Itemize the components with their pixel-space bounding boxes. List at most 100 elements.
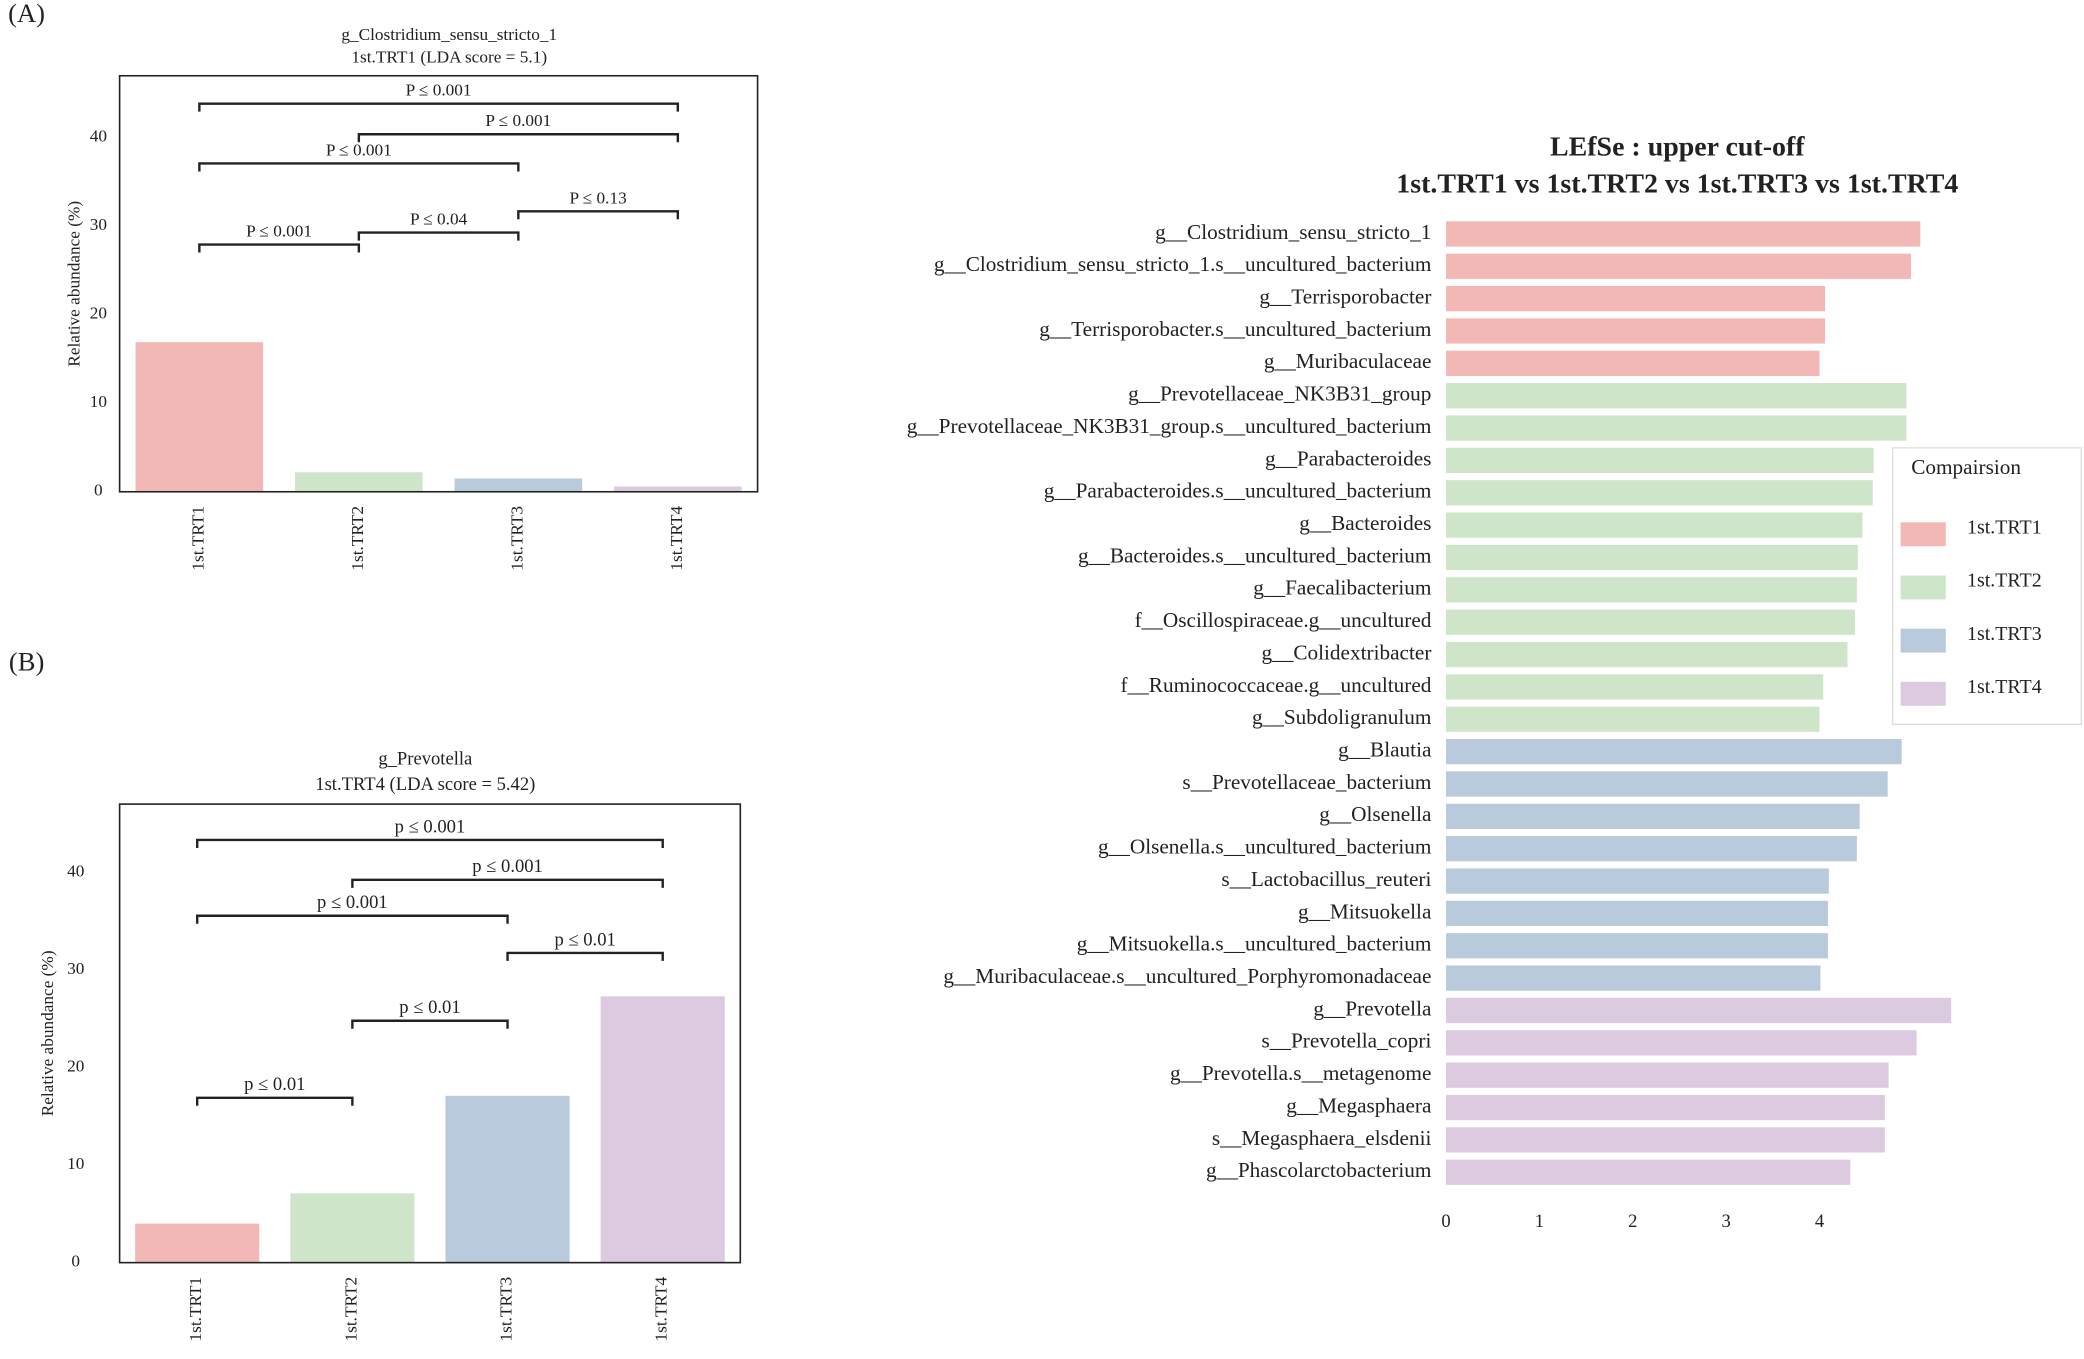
bar: [1446, 771, 1888, 797]
bar: [1446, 415, 1907, 441]
y-tick-label: g__Prevotella: [1313, 996, 1432, 1020]
bar: [1446, 253, 1912, 279]
bar: [1446, 318, 1826, 344]
significance-label: P ≤ 0.001: [246, 222, 312, 241]
bar: [1446, 447, 1874, 474]
significance-bracket: [196, 1096, 354, 1106]
y-tick-label: g__Clostridium_sensu_stricto_1: [1155, 220, 1431, 244]
bar: [1446, 609, 1855, 635]
bar: [1446, 803, 1860, 829]
significance-bracket: [198, 162, 520, 172]
bar: [1446, 350, 1820, 376]
bar: [1446, 1127, 1885, 1153]
bar: [1446, 577, 1857, 603]
significance-label: p ≤ 0.01: [554, 929, 615, 950]
legend-label: 1st.TRT4: [1967, 676, 2042, 698]
chart-subtitle: 1st.TRT4 (LDA score = 5.42): [315, 774, 535, 795]
y-tick-label: g__Prevotellaceae_NK3B31_group: [1128, 382, 1431, 406]
bar: [1446, 1094, 1885, 1121]
x-tick-label: 1st.TRT1: [188, 506, 207, 571]
legend-swatch: [1900, 575, 1946, 600]
significance-bracket: [506, 951, 664, 961]
bar: [454, 478, 583, 492]
significance-label: P ≤ 0.001: [326, 140, 392, 159]
significance-bracket: [196, 838, 664, 848]
y-tick-label: g__Mitsuokella: [1298, 899, 1432, 923]
significance-bracket: [351, 1019, 509, 1029]
significance-label: p ≤ 0.01: [244, 1074, 305, 1095]
bar: [1446, 1062, 1889, 1088]
plot-frame: [118, 803, 742, 1264]
chart-title: g_Clostridium_sensu_stricto_1: [341, 25, 557, 44]
y-tick-label: g__Parabacteroides.s__uncultured_bacteri…: [1044, 479, 1432, 503]
y-tick-label: g__Terrisporobacter: [1259, 285, 1431, 309]
y-tick-label: s__Prevotellaceae_bacterium: [1182, 770, 1431, 794]
y-tick-label: g__Colidextribacter: [1261, 640, 1431, 664]
bar: [135, 1223, 260, 1263]
y-tick-label: f__Ruminococcaceae.g__uncultured: [1120, 673, 1431, 697]
significance-bracket: [357, 231, 520, 241]
significance-bracket: [196, 914, 509, 924]
bar: [1446, 1159, 1851, 1185]
y-tick-label: 30: [90, 215, 107, 234]
x-tick-label: 1st.TRT1: [186, 1277, 205, 1342]
y-tick-label: g__Faecalibacterium: [1253, 576, 1432, 600]
bar: [1446, 544, 1858, 571]
y-tick-label: s__Lactobacillus_reuteri: [1221, 867, 1431, 891]
bar: [1446, 1030, 1917, 1056]
significance-label: P ≤ 0.001: [485, 111, 551, 130]
y-tick-label: g__Prevotellaceae_NK3B31_group.s__uncult…: [907, 414, 1432, 438]
y-tick-label: s__Prevotella_copri: [1261, 1029, 1431, 1053]
y-tick-label: 0: [94, 481, 103, 500]
significance-label: P ≤ 0.001: [406, 81, 472, 100]
significance-label: P ≤ 0.13: [569, 188, 626, 207]
significance-label: p ≤ 0.001: [395, 816, 466, 837]
y-tick-label: g__Olsenella.s__uncultured_bacterium: [1098, 835, 1432, 859]
legend-swatch: [1900, 628, 1946, 653]
y-tick-label: f__Oscillospiraceae.g__uncultured: [1135, 608, 1432, 632]
y-tick-label: g__Muribaculaceae.s__uncultured_Porphyro…: [943, 964, 1431, 988]
x-tick-label: 0: [1441, 1211, 1450, 1232]
significance-bracket: [198, 102, 680, 112]
significance-bracket: [351, 878, 664, 888]
y-tick-label: g__Terrisporobacter.s__uncultured_bacter…: [1039, 317, 1432, 341]
bar: [1446, 900, 1828, 927]
y-tick-label: g__Megasphaera: [1286, 1093, 1432, 1117]
bar: [295, 472, 423, 492]
x-tick-label: 1st.TRT2: [341, 1277, 360, 1342]
bar: [1446, 674, 1824, 700]
bar: [445, 1095, 570, 1263]
y-tick-label: g__Prevotella.s__metagenome: [1170, 1061, 1431, 1085]
y-tick-label: g__Olsenella: [1319, 802, 1432, 826]
x-tick-label: 3: [1721, 1211, 1730, 1232]
significance-label: p ≤ 0.001: [317, 892, 388, 913]
legend-title: Compairsion: [1911, 455, 2021, 479]
significance-label: P ≤ 0.04: [410, 210, 468, 229]
bar: [1446, 512, 1863, 538]
bar: [1446, 286, 1826, 312]
bar: [1446, 383, 1907, 409]
x-tick-label: 2: [1628, 1211, 1637, 1232]
significance-bracket: [357, 133, 680, 143]
y-tick-label: g__Bacteroides: [1299, 511, 1431, 535]
y-tick-label: 0: [71, 1252, 80, 1271]
x-tick-label: 1st.TRT2: [348, 506, 367, 571]
bar: [1446, 738, 1902, 765]
x-tick-label: 1st.TRT3: [507, 506, 526, 571]
chart-subtitle: 1st.TRT1 (LDA score = 5.1): [351, 47, 547, 66]
bar: [1446, 480, 1873, 506]
panel-label: (A): [8, 0, 45, 28]
bar: [1446, 836, 1857, 862]
legend-label: 1st.TRT1: [1967, 517, 2042, 539]
chart-subtitle: 1st.TRT1 vs 1st.TRT2 vs 1st.TRT3 vs 1st.…: [1396, 168, 1958, 199]
significance-bracket: [517, 210, 680, 220]
bar: [1446, 933, 1828, 959]
y-tick-label: 40: [67, 861, 84, 880]
y-tick-label: g__Subdoligranulum: [1252, 705, 1432, 729]
bar: [600, 996, 725, 1263]
bar: [1446, 641, 1848, 668]
y-tick-label: g__Blautia: [1338, 738, 1432, 762]
panel-label: (B): [9, 647, 44, 677]
